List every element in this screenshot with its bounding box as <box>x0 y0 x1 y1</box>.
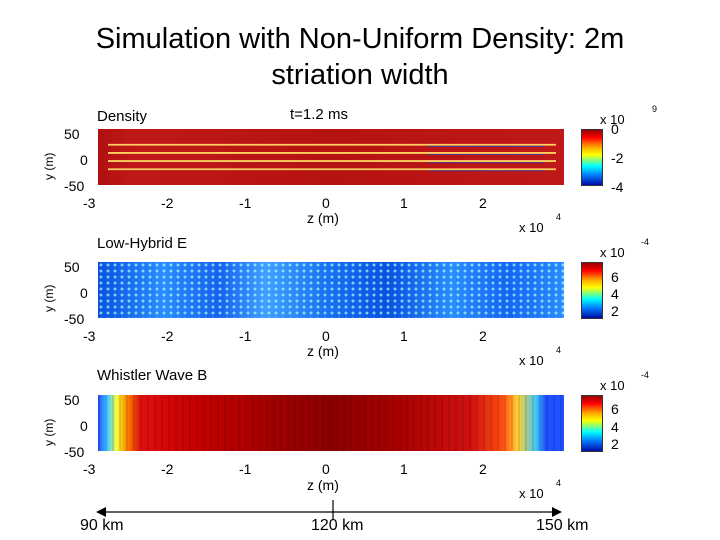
z-tick-lowhybrid-0: 0 <box>322 328 330 344</box>
distance-label-90km: 90 km <box>80 517 124 534</box>
y-tick-density-50: 50 <box>64 126 80 142</box>
z-multiplier-whistler: x 10 <box>519 486 544 501</box>
colorbar-tick-lowhybrid-4: 4 <box>611 286 619 302</box>
time-label: t=1.2 ms <box>290 106 348 123</box>
colorbar-tick-lowhybrid-6: 6 <box>611 269 619 285</box>
z-tick-whistler-minus3: -3 <box>83 461 96 477</box>
y-tick-lowhybrid-0: 0 <box>80 285 88 301</box>
z-axis-label-lowhybrid: z (m) <box>307 343 339 359</box>
z-tick-lowhybrid-minus1: -1 <box>239 328 252 344</box>
distance-label-150km: 150 km <box>536 517 589 534</box>
z-tick-whistler-minus1: -1 <box>239 461 252 477</box>
z-tick-whistler-2: 2 <box>479 461 487 477</box>
colorbar-tick-whistler-2: 2 <box>611 436 619 452</box>
z-multiplier-lowhybrid: x 10 <box>519 353 544 368</box>
colorbar-exponent-whistler: -4 <box>641 370 650 380</box>
y-axis-label-whistler: y (m) <box>42 418 56 446</box>
y-tick-density-minus50: -50 <box>64 178 85 194</box>
y-tick-whistler-minus50: -50 <box>64 444 85 460</box>
colorbar-tick-whistler-6: 6 <box>611 401 619 417</box>
colorbar-exponent-lowhybrid: -4 <box>641 237 650 247</box>
colorbar-multiplier-whistler: x 10 <box>600 378 625 393</box>
y-tick-lowhybrid-minus50: -50 <box>64 311 85 327</box>
colorbar-lowhybrid <box>581 262 603 319</box>
figure-title-line-1: Simulation with Non-Uniform Density: 2m <box>95 23 625 55</box>
colorbar-density <box>581 129 603 186</box>
y-tick-lowhybrid-50: 50 <box>64 259 80 275</box>
distance-label-120km: 120 km <box>311 517 364 534</box>
panel-label-lowhybrid: Low-Hybrid E <box>97 235 188 252</box>
colorbar-tick-density-minus4: -4 <box>611 179 624 195</box>
panel-label-whistler: Whistler Wave B <box>97 367 208 384</box>
colorbar-tick-whistler-4: 4 <box>611 419 619 435</box>
y-tick-whistler-0: 0 <box>80 418 88 434</box>
y-tick-whistler-50: 50 <box>64 392 80 408</box>
z-tick-density-0: 0 <box>322 195 330 211</box>
lowhybrid-heatmap <box>98 262 564 318</box>
z-tick-density-minus2: -2 <box>161 195 174 211</box>
density-striations <box>108 143 556 172</box>
z-tick-density-1: 1 <box>400 195 408 211</box>
z-tick-density-minus1: -1 <box>239 195 252 211</box>
colorbar-multiplier-lowhybrid: x 10 <box>600 245 625 260</box>
z-tick-density-2: 2 <box>479 195 487 211</box>
density-heatmap <box>98 129 564 185</box>
colorbar-whistler <box>581 395 603 452</box>
figure-title-line-2: striation width <box>271 59 449 91</box>
y-axis-label-lowhybrid: y (m) <box>42 284 56 312</box>
colorbar-tick-density-minus2: -2 <box>611 150 624 166</box>
z-tick-whistler-1: 1 <box>400 461 408 477</box>
z-tick-lowhybrid-2: 2 <box>479 328 487 344</box>
z-multiplier-density: x 10 <box>519 220 544 235</box>
colorbar-tick-lowhybrid-2: 2 <box>611 303 619 319</box>
y-tick-density-0: 0 <box>80 152 88 168</box>
z-tick-whistler-minus2: -2 <box>161 461 174 477</box>
colorbar-exponent-density: 9 <box>652 104 658 114</box>
whistler-heatmap <box>98 395 564 451</box>
z-tick-whistler-0: 0 <box>322 461 330 477</box>
z-exponent-whistler: 4 <box>556 478 562 488</box>
z-exponent-lowhybrid: 4 <box>556 345 562 355</box>
panel-label-density: Density <box>97 108 148 125</box>
z-tick-lowhybrid-1: 1 <box>400 328 408 344</box>
z-tick-density-minus3: -3 <box>83 195 96 211</box>
colorbar-tick-density-0: 0 <box>611 121 619 137</box>
colorbar-multiplier-density: x 10 <box>600 112 625 127</box>
z-axis-label-whistler: z (m) <box>307 477 339 493</box>
z-tick-lowhybrid-minus3: -3 <box>83 328 96 344</box>
y-axis-label-density: y (m) <box>42 152 56 180</box>
z-tick-lowhybrid-minus2: -2 <box>161 328 174 344</box>
z-axis-label-density: z (m) <box>307 210 339 226</box>
z-exponent-density: 4 <box>556 212 562 222</box>
